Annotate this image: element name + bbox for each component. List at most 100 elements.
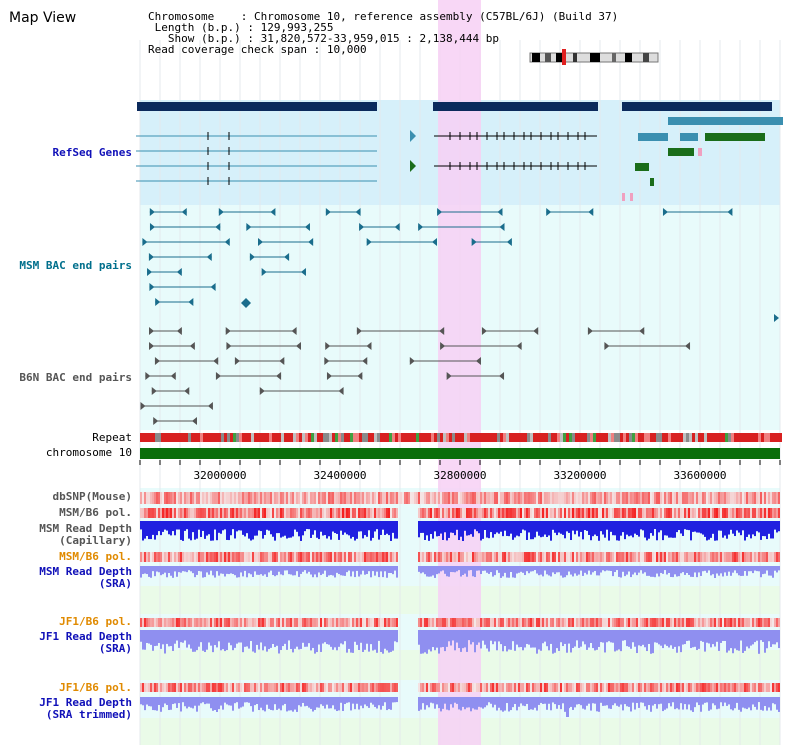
read-depth-bar [378, 697, 380, 706]
refseq-track-label[interactable]: RefSeq Genes [52, 146, 132, 159]
read-depth-bar [610, 630, 612, 643]
jf1-b6-pol-trimmed-track-label[interactable]: JF1/B6 pol. [59, 681, 132, 694]
read-depth-bar [596, 697, 598, 712]
msm-bac-pair [325, 208, 331, 216]
repeat-track-label[interactable]: Repeat [92, 431, 132, 444]
polymorphism-cell [426, 552, 428, 562]
polymorphism-cell [284, 492, 286, 504]
read-depth-bar [224, 566, 226, 577]
repeat-segment [308, 433, 311, 442]
read-depth-bar [186, 630, 188, 648]
msm-read-depth-capillary-label[interactable]: MSM Read Depth [39, 522, 132, 535]
read-depth-bar [726, 630, 728, 653]
read-depth-bar [728, 697, 730, 705]
jf1-read-depth-label[interactable]: JF1 Read Depth [39, 630, 132, 643]
polymorphism-cell [614, 683, 616, 692]
read-depth-bar [680, 521, 682, 534]
polymorphism-cell [348, 552, 350, 562]
polymorphism-cell [694, 552, 696, 562]
repeat-segment [692, 433, 695, 442]
read-depth-bar [562, 630, 564, 647]
dbsnp-track-label[interactable]: dbSNP(Mouse) [52, 490, 132, 503]
polymorphism-cell [352, 492, 354, 504]
read-depth-bar [534, 521, 536, 538]
read-depth-bar [470, 630, 472, 645]
b6n-bac-pair [276, 372, 282, 380]
polymorphism-cell [342, 492, 344, 504]
polymorphism-cell [154, 508, 156, 518]
msm-read-depth-sra-label[interactable]: MSM Read Depth [39, 565, 132, 578]
read-depth-bar [292, 697, 294, 712]
read-depth-bar [748, 630, 750, 649]
polymorphism-cell [672, 552, 674, 562]
read-depth-bar [504, 566, 506, 573]
read-depth-bar [320, 566, 322, 576]
repeat-segment [143, 433, 146, 442]
read-depth-bar [390, 630, 392, 652]
b6n-bac-track-label[interactable]: B6N BAC end pairs [19, 371, 132, 384]
chromosome-track-label[interactable]: chromosome 10 [45, 446, 132, 459]
b6n-bac-pair [225, 327, 231, 335]
polymorphism-cell [758, 618, 760, 627]
polymorphism-cell [434, 618, 436, 627]
read-depth-bar [744, 521, 746, 541]
read-depth-bar [152, 697, 154, 711]
b6n-bac-pair [533, 327, 539, 335]
polymorphism-cell [654, 683, 656, 692]
polymorphism-cell [704, 552, 706, 562]
polymorphism-cell [292, 552, 294, 562]
read-depth-bar [142, 697, 144, 706]
read-depth-bar [572, 566, 574, 577]
polymorphism-cell [410, 492, 412, 504]
repeat-segment [233, 433, 236, 442]
read-depth-bar [442, 566, 444, 571]
polymorphism-cell [436, 618, 438, 627]
msm-bac-track-label[interactable]: MSM BAC end pairs [19, 259, 132, 272]
read-depth-bar [294, 566, 296, 576]
read-depth-bar [386, 566, 388, 578]
polymorphism-cell [278, 508, 280, 518]
polymorphism-cell [582, 683, 584, 692]
polymorphism-cell [390, 492, 392, 504]
polymorphism-cell [632, 552, 634, 562]
polymorphism-cell [396, 492, 398, 504]
read-depth-bar [226, 630, 228, 651]
read-depth-bar [210, 566, 212, 571]
polymorphism-cell [422, 552, 424, 562]
jf1-b6-pol-track-label[interactable]: JF1/B6 pol. [59, 615, 132, 628]
polymorphism-cell [296, 683, 298, 692]
polymorphism-cell [474, 618, 476, 627]
read-depth-bar [214, 521, 216, 530]
b6n-bac-pair [189, 342, 195, 350]
polymorphism-cell [236, 683, 238, 692]
polymorphism-cell [320, 492, 322, 504]
polymorphism-cell [478, 683, 480, 692]
msm-b6-pol-sra-track-label[interactable]: MSM/B6 pol. [59, 550, 132, 563]
read-depth-bar [214, 566, 216, 578]
b6n-bac-pair [439, 327, 445, 335]
read-depth-bar [580, 521, 582, 532]
read-depth-bar [608, 697, 610, 709]
read-depth-bar [680, 566, 682, 574]
polymorphism-cell [172, 618, 174, 627]
b6n-bac-pair [226, 342, 232, 350]
jf1-read-depth-trimmed-label[interactable]: JF1 Read Depth [39, 696, 132, 709]
polymorphism-cell [230, 618, 232, 627]
polymorphism-cell [528, 683, 530, 692]
read-depth-bar [770, 521, 772, 539]
read-depth-bar [218, 566, 220, 576]
msm-b6-pol-track-label[interactable]: MSM/B6 pol. [59, 506, 132, 519]
polymorphism-cell [226, 683, 228, 692]
read-depth-bar [638, 521, 640, 537]
read-depth-bar [396, 566, 398, 578]
repeat-segment [347, 433, 350, 442]
read-depth-bar [392, 630, 394, 651]
polymorphism-cell [472, 552, 474, 562]
polymorphism-cell [620, 508, 622, 518]
read-depth-bar [226, 566, 228, 574]
read-depth-bar [654, 630, 656, 643]
polymorphism-cell [634, 492, 636, 504]
polymorphism-cell [140, 492, 142, 504]
polymorphism-cell [428, 552, 430, 562]
